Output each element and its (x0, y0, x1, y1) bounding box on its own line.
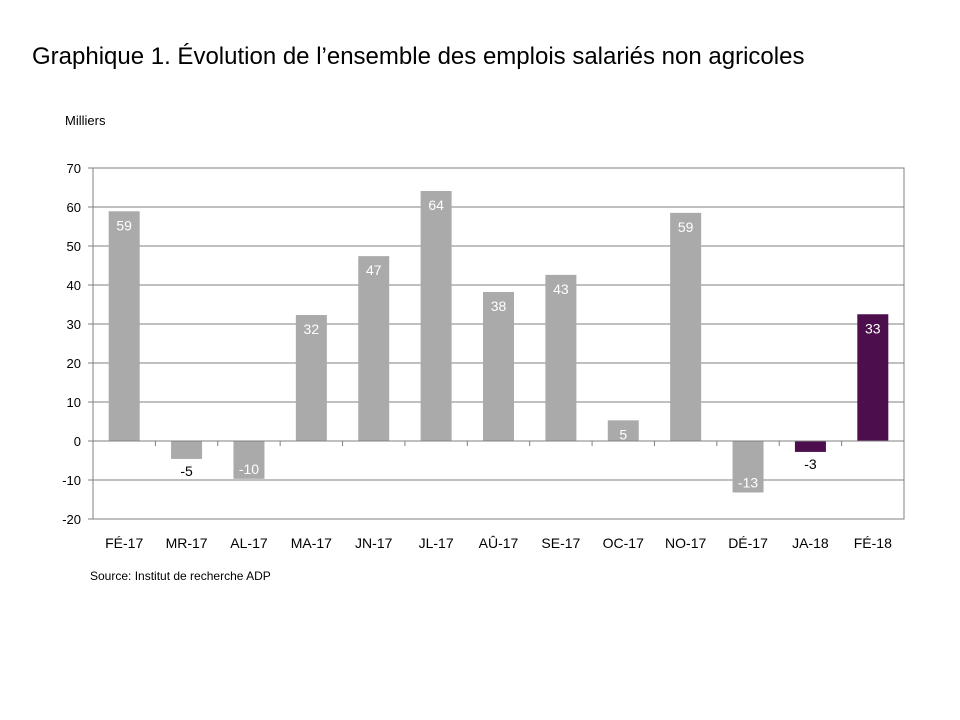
y-tick-label: -10 (62, 473, 81, 488)
data-label: 5 (619, 426, 627, 442)
bar (108, 211, 140, 441)
bar (794, 441, 826, 452)
data-label: 43 (553, 281, 569, 297)
x-tick-label: JA-18 (792, 535, 829, 551)
x-tick-label: DÉ-17 (728, 535, 768, 551)
data-label: 33 (865, 320, 881, 336)
data-label: 32 (304, 321, 320, 337)
plot-area (92, 167, 905, 520)
y-tick-label: 70 (67, 161, 81, 176)
bar (857, 314, 889, 441)
bar (171, 441, 203, 459)
source-note: Source: Institut de recherche ADP (90, 569, 271, 583)
y-tick-label: 60 (67, 200, 81, 215)
data-label: -5 (180, 463, 193, 479)
y-tick-label: -20 (62, 512, 81, 527)
x-tick-label: MR-17 (166, 535, 208, 551)
bar (670, 212, 702, 441)
data-label: 59 (678, 219, 694, 235)
y-axis-unit-label: Milliers (65, 113, 106, 128)
data-label: 59 (116, 217, 132, 233)
bar (233, 441, 265, 479)
data-label: -3 (804, 456, 817, 472)
data-label: -13 (738, 474, 758, 490)
x-tick-label: NO-17 (665, 535, 706, 551)
x-tick-label: FÉ-18 (854, 535, 892, 551)
x-tick-label: AL-17 (230, 535, 268, 551)
bar (483, 292, 514, 441)
y-tick-label: 40 (67, 278, 81, 293)
x-tick-label: FÉ-17 (105, 535, 143, 551)
x-tick-label: AÛ-17 (479, 535, 519, 551)
bar (420, 191, 452, 441)
x-tick-label: OC-17 (603, 535, 644, 551)
data-label: 64 (428, 197, 444, 213)
data-label: -10 (239, 461, 259, 477)
bar (295, 315, 327, 441)
bar (545, 274, 577, 441)
y-tick-label: 20 (67, 356, 81, 371)
x-tick-label: JL-17 (419, 535, 454, 551)
x-tick-label: MA-17 (291, 535, 332, 551)
bar (607, 420, 639, 441)
y-tick-label: 10 (67, 395, 81, 410)
x-tick-label: JN-17 (355, 535, 393, 551)
data-label: 47 (366, 262, 382, 278)
y-tick-label: 30 (67, 317, 81, 332)
bar (732, 441, 764, 493)
y-tick-label: 0 (74, 434, 81, 449)
y-tick-label: 50 (67, 239, 81, 254)
x-tick-label: SE-17 (541, 535, 580, 551)
data-label: 38 (491, 298, 507, 314)
chart-title: Graphique 1. Évolution de l’ensemble des… (32, 43, 805, 70)
bar (358, 256, 390, 441)
